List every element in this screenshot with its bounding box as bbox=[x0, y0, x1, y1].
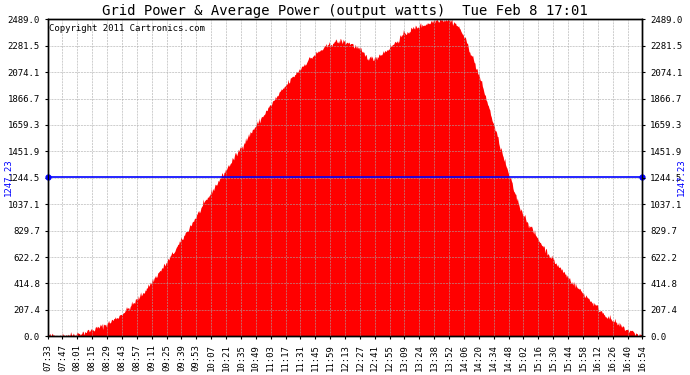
Text: 1247.23: 1247.23 bbox=[677, 159, 686, 196]
Text: Copyright 2011 Cartronics.com: Copyright 2011 Cartronics.com bbox=[49, 24, 205, 33]
Text: 1247.23: 1247.23 bbox=[4, 159, 13, 196]
Title: Grid Power & Average Power (output watts)  Tue Feb 8 17:01: Grid Power & Average Power (output watts… bbox=[102, 4, 588, 18]
